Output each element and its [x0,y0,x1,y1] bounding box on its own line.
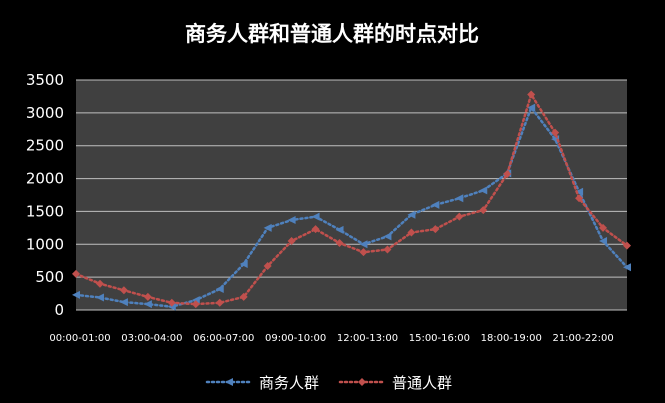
y-axis-ticks: 0 500 1000 1500 2000 2500 3000 3500 [26,71,64,319]
data-point [575,194,584,203]
data-point [263,223,272,232]
legend-marker [358,378,366,386]
legend-item: 商务人群 [205,374,319,392]
data-point [311,212,320,221]
data-point [311,225,320,234]
data-point [95,293,104,302]
data-point [503,169,512,178]
x-tick-label: 21:00-22:00 [552,333,613,344]
y-tick-label: 1500 [26,202,64,220]
data-point [575,187,584,196]
data-point [95,279,104,288]
data-point [407,210,416,219]
data-point [72,269,80,278]
data-point [383,245,392,254]
data-point [287,237,296,245]
data-point [455,194,464,203]
data-point [239,292,248,301]
data-point [359,240,368,249]
legend: 商务人群 普通人群 [205,374,452,392]
y-tick-label: 1000 [26,235,64,253]
series-1 [72,103,631,311]
data-point [479,206,488,215]
series-group [72,90,631,311]
y-tick-label: 3000 [26,104,64,122]
legend-label: 商务人群 [259,374,319,392]
series-line [74,105,629,308]
x-tick-label: 18:00-19:00 [481,333,542,344]
data-point [479,186,488,195]
y-tick-label: 500 [35,268,64,286]
series-2 [72,90,631,309]
data-point [215,284,224,293]
data-point [431,200,440,209]
data-point [335,225,344,234]
data-point [191,300,200,309]
data-point [143,292,152,301]
x-tick-label: 15:00-16:00 [409,333,470,344]
data-point [623,263,631,272]
data-point [287,215,296,224]
data-point [431,225,440,234]
legend-marker [225,378,233,386]
data-point [119,298,128,307]
gridlines [76,79,627,311]
data-point [527,90,536,99]
x-tick-label: 12:00-13:00 [337,333,398,344]
series-line [74,91,629,306]
legend-label: 普通人群 [392,374,452,392]
y-tick-label: 3500 [26,71,64,89]
data-point [119,286,128,295]
data-point [215,298,224,307]
plot-area [76,80,627,310]
x-tick-label: 09:00-10:00 [265,333,326,344]
data-point [359,248,368,257]
x-tick-label: 03:00-04:00 [121,333,182,344]
legend-item: 普通人群 [338,374,452,392]
y-tick-label: 0 [54,301,64,319]
data-point [383,232,392,241]
data-point [599,223,608,232]
data-point [527,103,536,112]
data-point [623,241,631,250]
data-point [167,298,176,307]
data-point [335,238,344,247]
x-tick-label: 06:00-07:00 [193,333,254,344]
data-point [599,237,608,245]
data-point [263,261,272,270]
y-tick-label: 2000 [26,170,64,188]
x-axis-ticks: 00:00-01:00 03:00-04:00 06:00-07:00 09:00-1… [49,333,613,344]
data-point [239,260,248,268]
x-tick-label: 00:00-01:00 [49,333,110,344]
data-point [143,300,152,309]
data-point [72,290,80,299]
data-point [455,212,464,221]
data-point [407,228,416,237]
chart-title: 商务人群和普通人群的时点对比 [185,22,479,46]
data-point [551,128,560,137]
y-tick-label: 2500 [26,137,64,155]
